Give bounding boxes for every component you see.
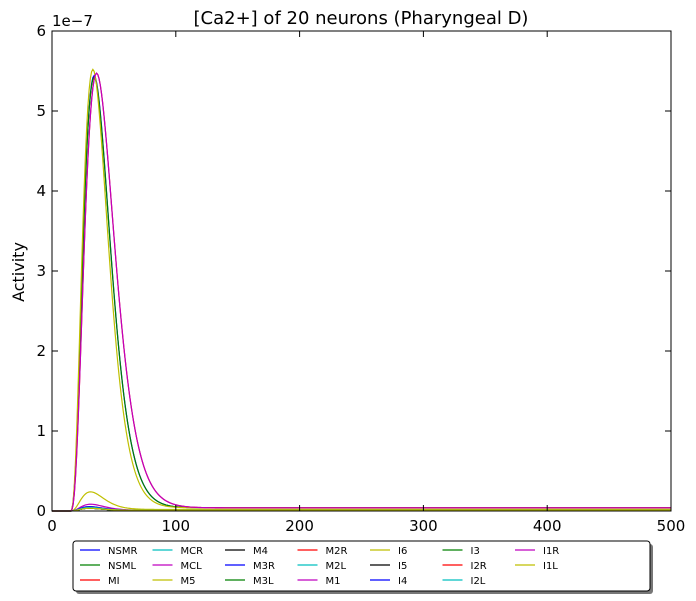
x-tick-label: 300	[409, 517, 438, 535]
legend-label: I1R	[543, 546, 559, 557]
series-line-i6	[52, 68, 671, 512]
plot-lines	[52, 68, 671, 512]
series-line-i1r	[52, 72, 671, 512]
series-line-m5	[52, 491, 671, 512]
legend-label: M1	[326, 576, 341, 587]
legend-label: MCL	[181, 561, 203, 572]
legend-label: NSML	[108, 561, 136, 572]
legend-label: I2R	[471, 561, 487, 572]
legend-label: I2L	[471, 576, 486, 587]
legend-label: MCR	[181, 546, 204, 557]
axis-ticks: 0 100 200 300 400 500 0 1 2 3 4 5 6	[36, 22, 685, 535]
legend-label: M2R	[326, 546, 348, 557]
series-line-nsmr	[52, 74, 671, 512]
y-tick-label: 5	[36, 102, 46, 120]
x-tick-label: 200	[285, 517, 314, 535]
legend-label: M5	[181, 576, 196, 587]
legend-label: M4	[253, 546, 268, 557]
y-offset-text: 1e−7	[52, 12, 93, 30]
legend-label: M3R	[253, 561, 275, 572]
legend-label: I5	[398, 561, 407, 572]
y-axis-label: Activity	[9, 242, 28, 302]
y-tick-label: 0	[36, 502, 46, 520]
x-tick-label: 400	[533, 517, 562, 535]
y-tick-label: 4	[36, 182, 46, 200]
legend-label: MI	[108, 576, 120, 587]
x-tick-label: 100	[161, 517, 190, 535]
y-tick-label: 3	[36, 262, 46, 280]
series-line-nsml	[52, 76, 671, 512]
legend-label: I1L	[543, 561, 558, 572]
legend: NSMR NSML MI MCR MCL M5 M4 M3R M3L M2R M2L M1 I6 I5 I4…	[72, 540, 653, 594]
legend-label: M3L	[253, 576, 274, 587]
legend-label: I3	[471, 546, 480, 557]
y-tick-label: 6	[36, 22, 46, 40]
legend-label: M2L	[326, 561, 347, 572]
x-tick-label: 500	[657, 517, 686, 535]
series-line-i2r	[52, 72, 671, 512]
legend-label: I6	[398, 546, 407, 557]
legend-label: NSMR	[108, 546, 137, 557]
chart-title: [Ca2+] of 20 neurons (Pharyngeal D)	[194, 8, 529, 29]
y-tick-label: 2	[36, 342, 46, 360]
legend-box	[72, 540, 651, 592]
y-tick-label: 1	[36, 422, 46, 440]
x-tick-label: 0	[47, 517, 57, 535]
plot-frame	[51, 30, 672, 512]
legend-label: I4	[398, 576, 407, 587]
series-line-i1l	[52, 507, 671, 512]
